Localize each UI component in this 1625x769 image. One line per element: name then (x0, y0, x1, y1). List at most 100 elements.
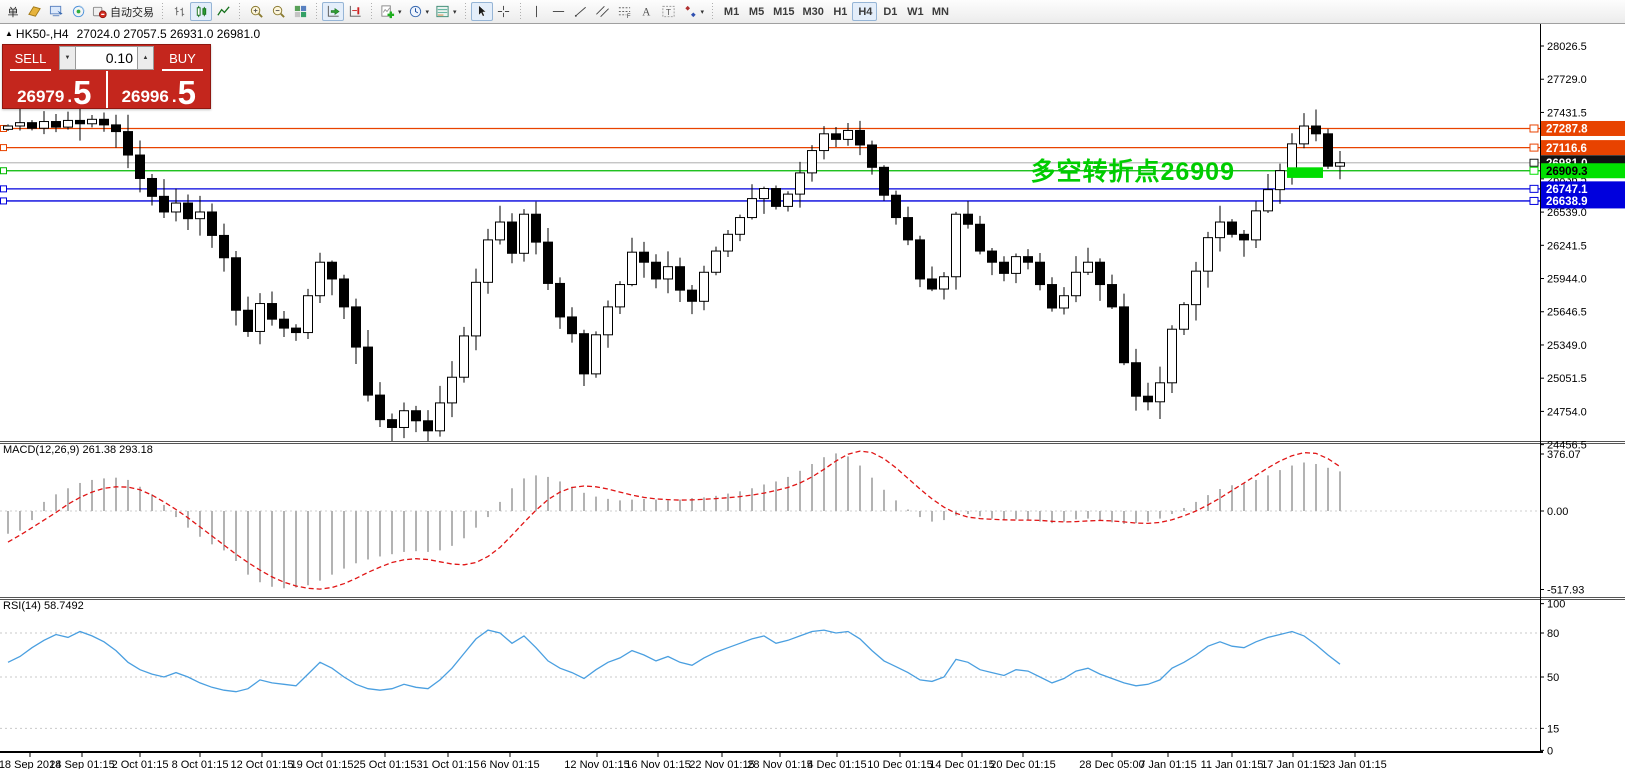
line-anchor-handle[interactable] (0, 144, 7, 152)
svg-text:0.00: 0.00 (1547, 506, 1568, 518)
symbol-period-label: HK50-,H4 (15, 27, 69, 41)
autotrade-icon (92, 4, 107, 19)
svg-text:16 Nov 01:15: 16 Nov 01:15 (625, 759, 690, 769)
signals-button[interactable] (67, 2, 89, 21)
trade-panel-prices: 26979. 5 26996. 5 (3, 71, 211, 111)
sell-price-frac: 5 (73, 73, 92, 111)
cursor-button[interactable] (470, 2, 493, 21)
line-axis-handle[interactable] (1529, 158, 1539, 167)
svg-text:25 Oct 01:15: 25 Oct 01:15 (354, 759, 417, 769)
arrows-button[interactable]: ▾ (680, 2, 708, 21)
macd-label: MACD(12,26,9) 261.38 293.18 (3, 444, 153, 456)
line-axis-handle[interactable] (1529, 184, 1539, 193)
tf-mn-button[interactable]: MN (927, 2, 952, 21)
tf-m1-button[interactable]: M1 (718, 2, 743, 21)
svg-text:A: A (642, 7, 651, 19)
svg-text:23 Jan 01:15: 23 Jan 01:15 (1323, 759, 1387, 769)
price-axis[interactable]: 28026.527729.027431.527134.026836.526539… (0, 23, 1625, 757)
fibonacci-button[interactable]: F (614, 2, 636, 21)
trendline-button[interactable] (570, 2, 592, 21)
macd-pane[interactable] (0, 450, 1540, 590)
tf-m30-button[interactable]: M30 (797, 2, 826, 21)
horizontal-line-button[interactable] (548, 2, 570, 21)
sell-price[interactable]: 26979. 5 (3, 71, 106, 111)
svg-text:28 Dec 05:00: 28 Dec 05:00 (1079, 759, 1144, 769)
tf-m15-button[interactable]: M15 (768, 2, 797, 21)
tile-windows-button[interactable] (289, 2, 311, 21)
candle-icon (194, 4, 209, 19)
chevron-down-icon[interactable]: ▾ (398, 8, 402, 16)
chevron-down-icon[interactable]: ▾ (425, 8, 430, 16)
tf-h4-label: H4 (858, 5, 873, 18)
buy-price[interactable]: 26996. 5 (105, 71, 211, 109)
tf-w1-button[interactable]: W1 (902, 2, 927, 21)
rsi-label: RSI(14) 58.7492 (3, 600, 84, 612)
volume-up-button[interactable]: ▲ (137, 46, 154, 70)
svg-text:15: 15 (1547, 723, 1559, 735)
channel-icon (595, 4, 610, 19)
chevron-down-icon[interactable]: ▾ (453, 8, 457, 16)
hline-icon (551, 4, 566, 19)
text-button[interactable]: A (636, 2, 658, 21)
vertical-line-button[interactable] (526, 2, 548, 21)
zoom-in-button[interactable] (245, 2, 267, 21)
chart-shift-button[interactable] (344, 2, 366, 21)
new-order-button[interactable]: 单 (1, 2, 23, 21)
svg-text:26638.9: 26638.9 (1546, 196, 1588, 208)
main-price-pane[interactable] (0, 124, 1540, 205)
line-chart-button[interactable] (212, 2, 234, 21)
auto-scroll-button[interactable] (322, 2, 344, 21)
line-anchor-handle[interactable] (0, 197, 7, 205)
zoom-out-button[interactable] (267, 2, 289, 21)
buy-button[interactable]: BUY (155, 45, 210, 71)
indicators-button[interactable]: ▾ (377, 2, 405, 21)
chevron-down-icon[interactable]: ▾ (700, 8, 705, 16)
tf-m5-button[interactable]: M5 (743, 2, 768, 21)
pivot-highlight-box[interactable] (1287, 167, 1323, 178)
price-tag (1541, 120, 1625, 136)
metaeditor-button[interactable] (23, 2, 45, 21)
crosshair-button[interactable] (493, 2, 515, 21)
volume-input[interactable] (76, 46, 137, 70)
line-axis-handle[interactable] (1529, 143, 1539, 152)
svg-text:26539.0: 26539.0 (1547, 207, 1587, 219)
ohlc-bars-button[interactable] (168, 2, 190, 21)
templates-button[interactable]: ▾ (432, 2, 460, 21)
pane-resize-bar[interactable] (0, 441, 1625, 444)
textA-icon: A (639, 4, 654, 19)
autotrade-button[interactable]: 自动交易 (89, 2, 157, 21)
svg-text:0: 0 (1547, 745, 1553, 757)
price-tag (1541, 193, 1625, 209)
vline-icon (529, 4, 544, 19)
line-axis-handle[interactable] (1529, 196, 1539, 205)
line-anchor-handle[interactable] (0, 185, 7, 193)
equidistant-channel-button[interactable] (592, 2, 614, 21)
macd-signal-line (7, 450, 1341, 590)
periods-button[interactable]: ▾ (405, 2, 433, 21)
sell-button[interactable]: SELL (3, 45, 58, 71)
line-axis-handle[interactable] (1529, 124, 1539, 133)
candlesticks-button[interactable] (190, 2, 212, 21)
rsi-pane[interactable] (0, 629, 1540, 729)
tf-d1-button[interactable]: D1 (877, 2, 902, 21)
line-axis-handle[interactable] (1529, 166, 1539, 175)
tf-h4-button[interactable]: H4 (851, 2, 877, 21)
collapse-triangle-icon[interactable]: ▲ (5, 29, 13, 38)
pivot-annotation-text[interactable]: 多空转折点26909 (1030, 158, 1235, 186)
line-anchor-handle[interactable] (0, 167, 7, 175)
terminal-button[interactable] (45, 2, 67, 21)
toolbar-separator (710, 3, 716, 20)
svg-text:11 Jan 01:15: 11 Jan 01:15 (1201, 759, 1264, 769)
svg-text:F: F (627, 13, 631, 19)
chart-canvas[interactable]: 28026.527729.027431.527134.026836.526539… (0, 23, 1625, 769)
svg-text:50: 50 (1547, 672, 1559, 684)
bars-icon (172, 4, 187, 19)
candles[interactable] (3, 106, 1345, 443)
tf-h1-button[interactable]: H1 (827, 2, 852, 21)
svg-text:27287.8: 27287.8 (1546, 124, 1588, 136)
svg-text:14 Dec 01:15: 14 Dec 01:15 (929, 759, 994, 769)
text-label-button[interactable]: T (658, 2, 680, 21)
pane-resize-bar[interactable] (0, 597, 1625, 600)
volume-down-button[interactable]: ▼ (59, 46, 76, 70)
